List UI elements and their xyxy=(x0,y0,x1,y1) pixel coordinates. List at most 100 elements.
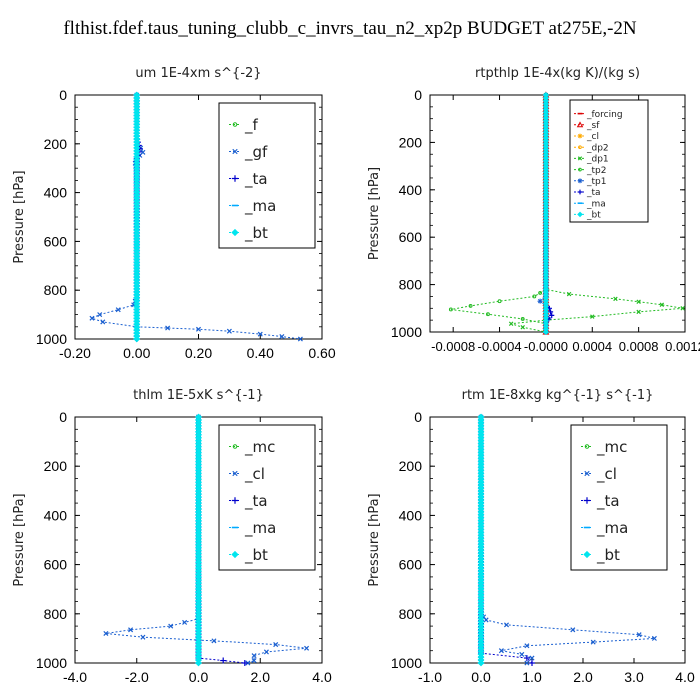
data-point xyxy=(477,659,485,667)
x-tick-label: -0.0000 xyxy=(524,339,568,354)
y-tick-label: 400 xyxy=(399,182,423,198)
y-tick-label: 600 xyxy=(399,557,423,573)
x-tick-label: 2.0 xyxy=(573,669,593,685)
data-point xyxy=(245,660,251,666)
x-tick-label: -2.0 xyxy=(125,669,149,685)
y-tick-label: 0 xyxy=(414,409,422,425)
legend-label: _forcing xyxy=(586,110,623,120)
legend-label: _bt xyxy=(586,211,601,221)
series-bt xyxy=(477,413,485,667)
y-tick-label: 1000 xyxy=(36,655,67,671)
legend: _mc _cl _ta _ma _bt xyxy=(570,424,668,571)
legend-label: _ta xyxy=(586,188,601,198)
x-tick-label: -0.0004 xyxy=(477,339,521,354)
legend-marker xyxy=(577,133,583,139)
legend-marker xyxy=(231,550,239,559)
x-tick-label: 4.0 xyxy=(675,669,695,685)
y-tick-label: 0 xyxy=(414,87,422,103)
y-tick-label: 600 xyxy=(399,229,423,245)
legend-label: _ta xyxy=(596,492,620,511)
data-point xyxy=(140,634,146,640)
x-tick-label: 0.0004 xyxy=(572,339,612,354)
subplot-3: thlm 1E-5xK s^{-1} Pressure [hPa] 0 200 400 6… xyxy=(12,388,332,685)
series-line xyxy=(450,95,547,332)
legend-label: _bt xyxy=(244,546,268,565)
x-tick-label: -4.0 xyxy=(63,669,87,685)
data-point xyxy=(211,638,217,644)
y-tick-label: 400 xyxy=(44,185,68,201)
y-tick-label: 200 xyxy=(399,458,423,474)
y-tick-label: 800 xyxy=(399,277,423,293)
data-point xyxy=(279,334,285,340)
legend-marker xyxy=(577,178,583,184)
x-tick-label: 0.0 xyxy=(471,669,491,685)
x-tick-label: -0.20 xyxy=(59,345,91,361)
legend-label: _bt xyxy=(596,546,620,565)
data-point xyxy=(529,655,535,661)
series-bt xyxy=(195,413,202,667)
legend: _f _gf _ta _ma _bt xyxy=(218,102,316,249)
legend-marker xyxy=(231,175,239,182)
series-line xyxy=(480,417,533,664)
legend-label: _dp2 xyxy=(586,143,609,153)
data-point xyxy=(448,307,453,312)
data-point xyxy=(566,291,572,297)
y-tick-label: 200 xyxy=(399,134,423,150)
y-tick-label: 0 xyxy=(59,409,67,425)
data-point xyxy=(529,660,535,666)
y-tick-label: 600 xyxy=(44,233,68,249)
legend-marker xyxy=(232,122,238,127)
legend-label: _cl xyxy=(244,465,265,484)
data-point xyxy=(651,635,657,641)
data-point xyxy=(251,658,257,664)
x-tick-label: 4.0 xyxy=(312,669,332,685)
data-point xyxy=(537,298,543,304)
legend-marker xyxy=(576,121,584,128)
legend-marker xyxy=(584,444,590,449)
legend-label: _ma xyxy=(596,519,628,538)
legend-marker xyxy=(231,497,239,504)
legend-label: _ma xyxy=(244,519,276,538)
x-tick-label: 0.20 xyxy=(185,345,212,361)
data-point xyxy=(524,643,530,649)
x-tick-label: 0.60 xyxy=(308,345,335,361)
y-tick-label: 1000 xyxy=(36,331,67,347)
data-point xyxy=(304,645,310,651)
x-tick-label: 0.00 xyxy=(123,345,150,361)
legend-label: _ta xyxy=(244,492,268,511)
legend-label: _mc xyxy=(596,438,627,457)
data-point xyxy=(273,642,279,648)
x-tick-label: 0.0 xyxy=(189,669,209,685)
legend-marker xyxy=(577,156,583,161)
legend-box xyxy=(569,99,649,223)
data-point xyxy=(523,655,530,662)
legend: _mc _cl _ta _ma _bt xyxy=(218,424,316,571)
y-tick-label: 400 xyxy=(44,507,68,523)
subplot-4: rtm 1E-8xkg kg^{-1} s^{-1} Pressure [hPa]… xyxy=(367,388,695,685)
series-bt xyxy=(542,91,549,336)
y-tick-label: 800 xyxy=(44,606,68,622)
data-point xyxy=(115,307,121,313)
legend-marker xyxy=(231,228,239,237)
data-point xyxy=(468,304,473,308)
y-tick-label: 1000 xyxy=(391,324,422,340)
legend-marker xyxy=(577,189,583,195)
subplot-2: rtpthlp 1E-4x(kg K)/(kg s) Pressure [hPa]… xyxy=(367,66,700,354)
series-tp2 xyxy=(448,93,548,334)
data-point xyxy=(241,660,248,666)
y-tick-label: 600 xyxy=(44,557,68,573)
data-point xyxy=(636,632,642,638)
y-axis-label: Pressure [hPa] xyxy=(367,167,382,260)
legend-marker xyxy=(577,211,583,218)
data-point xyxy=(257,331,263,337)
data-point xyxy=(297,336,303,342)
legend-label: _bt xyxy=(244,224,268,243)
data-point xyxy=(547,309,554,315)
legend-marker xyxy=(578,145,582,150)
data-point xyxy=(168,623,174,629)
data-point xyxy=(195,326,202,332)
data-point xyxy=(542,328,549,336)
data-point xyxy=(519,651,525,657)
x-tick-label: 2.0 xyxy=(251,669,271,685)
data-point xyxy=(549,312,555,319)
